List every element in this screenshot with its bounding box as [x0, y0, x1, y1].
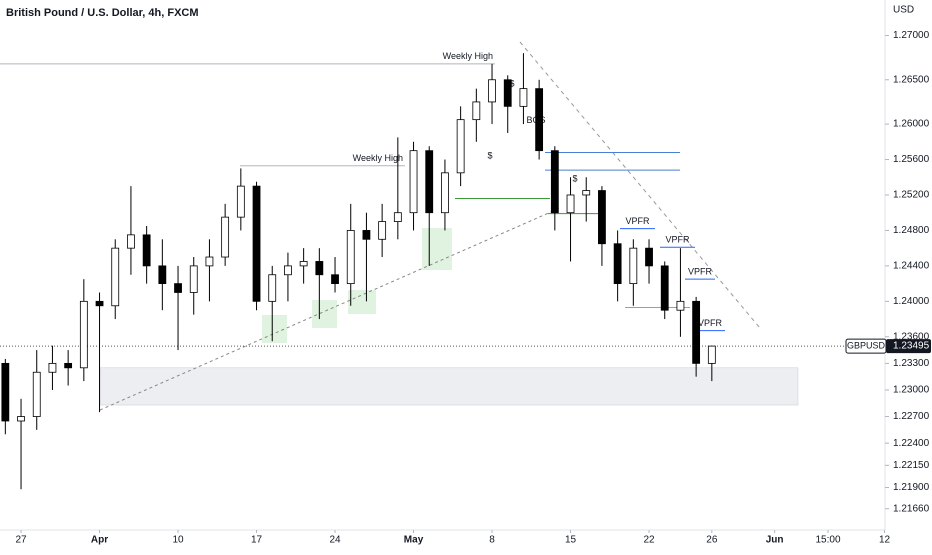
- candle-body: [456, 119, 465, 174]
- x-tick-label: Apr: [91, 535, 108, 546]
- y-tick-label: 1.25600: [893, 154, 930, 165]
- chart-title: British Pound / U.S. Dollar, 4h, FXCM: [6, 7, 199, 19]
- x-tick-label: 24: [329, 535, 341, 546]
- y-tick-label: 1.21660: [893, 503, 930, 514]
- candle-body: [17, 416, 25, 422]
- candle-body: [268, 274, 277, 302]
- x-tick-label: 15: [565, 535, 577, 546]
- last-price-box: [886, 339, 931, 354]
- x-tick-label: 15:00: [815, 535, 840, 546]
- x-tick-label: 22: [643, 535, 655, 546]
- candle-body: [393, 212, 402, 222]
- candle-body: [174, 283, 182, 293]
- annotation-label: VPFR: [688, 267, 713, 277]
- candle-body: [692, 300, 701, 364]
- annotation-label: $: [509, 79, 514, 89]
- candle-body: [503, 79, 512, 107]
- candle-body: [95, 300, 104, 307]
- candle-body: [1, 362, 10, 422]
- candle-body: [32, 371, 41, 417]
- candle-body: [598, 190, 606, 245]
- candle-body: [566, 194, 575, 214]
- candle-body: [582, 190, 591, 196]
- candle-body: [142, 234, 151, 267]
- y-tick-label: 1.24400: [893, 261, 930, 272]
- annotation-label: Weekly High: [353, 153, 403, 163]
- x-tick-label: 8: [489, 535, 495, 546]
- candle-body: [613, 243, 622, 285]
- candle-body: [315, 261, 324, 276]
- y-tick-label: 1.21900: [893, 482, 930, 493]
- candle-body: [252, 185, 261, 302]
- annotation-label: VPFR: [698, 318, 723, 328]
- y-tick-label: 1.26000: [893, 119, 930, 130]
- candle-body: [409, 150, 418, 214]
- y-tick-label: 1.23300: [893, 358, 930, 369]
- annotation-label: VPFR: [665, 235, 690, 245]
- candle-body: [362, 230, 371, 240]
- candle-body: [441, 172, 449, 214]
- y-tick-label: 1.24000: [893, 296, 930, 307]
- candle-body: [236, 185, 245, 218]
- candle-body: [519, 88, 528, 107]
- x-tick-label: 12: [879, 535, 891, 546]
- candle-body: [550, 150, 559, 214]
- candle-body: [331, 274, 339, 285]
- liquidity-box: [262, 315, 287, 343]
- y-tick-label: 1.22150: [893, 460, 930, 471]
- candle-body: [660, 265, 669, 311]
- candle-body: [378, 221, 387, 240]
- candle-body: [629, 247, 638, 285]
- candle-body: [64, 362, 73, 369]
- zone: [99, 367, 799, 406]
- candle-body: [707, 345, 716, 364]
- y-tick-label: 1.25200: [893, 190, 930, 201]
- trend-line: [519, 41, 761, 329]
- y-tick-label: 1.24800: [893, 225, 930, 236]
- symbol-label: GBPUSD: [847, 340, 886, 350]
- annotation-label: Weekly High: [443, 51, 493, 61]
- candle-body: [645, 247, 653, 267]
- x-tick-label: 27: [15, 535, 27, 546]
- x-tick-label: 17: [251, 535, 263, 546]
- candle-body: [676, 300, 685, 311]
- liquidity-box: [422, 228, 452, 270]
- x-tick-label: May: [404, 535, 424, 546]
- price-axis-panel: [885, 0, 932, 550]
- currency: USD: [893, 5, 914, 16]
- liquidity-box: [348, 290, 376, 314]
- candle-body: [299, 261, 308, 267]
- y-tick-label: 1.22400: [893, 438, 930, 449]
- candle-body: [425, 150, 434, 214]
- candle-body: [189, 265, 198, 293]
- candle-body: [221, 216, 230, 258]
- candle-body: [488, 79, 496, 103]
- candle-body: [284, 265, 292, 276]
- candle-body: [48, 362, 57, 373]
- annotation-label: $: [572, 173, 577, 183]
- y-tick-label: 1.23600: [893, 331, 930, 342]
- candle-body: [111, 247, 120, 307]
- x-tick-label: 10: [172, 535, 184, 546]
- candle-body: [535, 88, 544, 152]
- candle-body: [127, 234, 135, 249]
- y-tick-label: 1.23000: [893, 385, 930, 396]
- x-tick-label: 26: [706, 535, 718, 546]
- x-tick-label: Jun: [766, 535, 784, 546]
- candle-body: [205, 256, 214, 267]
- y-tick-label: 1.27000: [893, 30, 930, 41]
- annotation-label: VPFR: [625, 216, 650, 226]
- candle-body: [346, 230, 355, 285]
- y-tick-label: 1.26500: [893, 74, 930, 85]
- candle-body: [472, 101, 481, 121]
- last-price-label: 1.23495: [893, 341, 930, 352]
- liquidity-box: [312, 300, 337, 328]
- annotation-label: $: [487, 150, 492, 160]
- candle-body: [79, 300, 88, 369]
- candle-body: [158, 265, 167, 285]
- y-tick-label: 1.22700: [893, 411, 930, 422]
